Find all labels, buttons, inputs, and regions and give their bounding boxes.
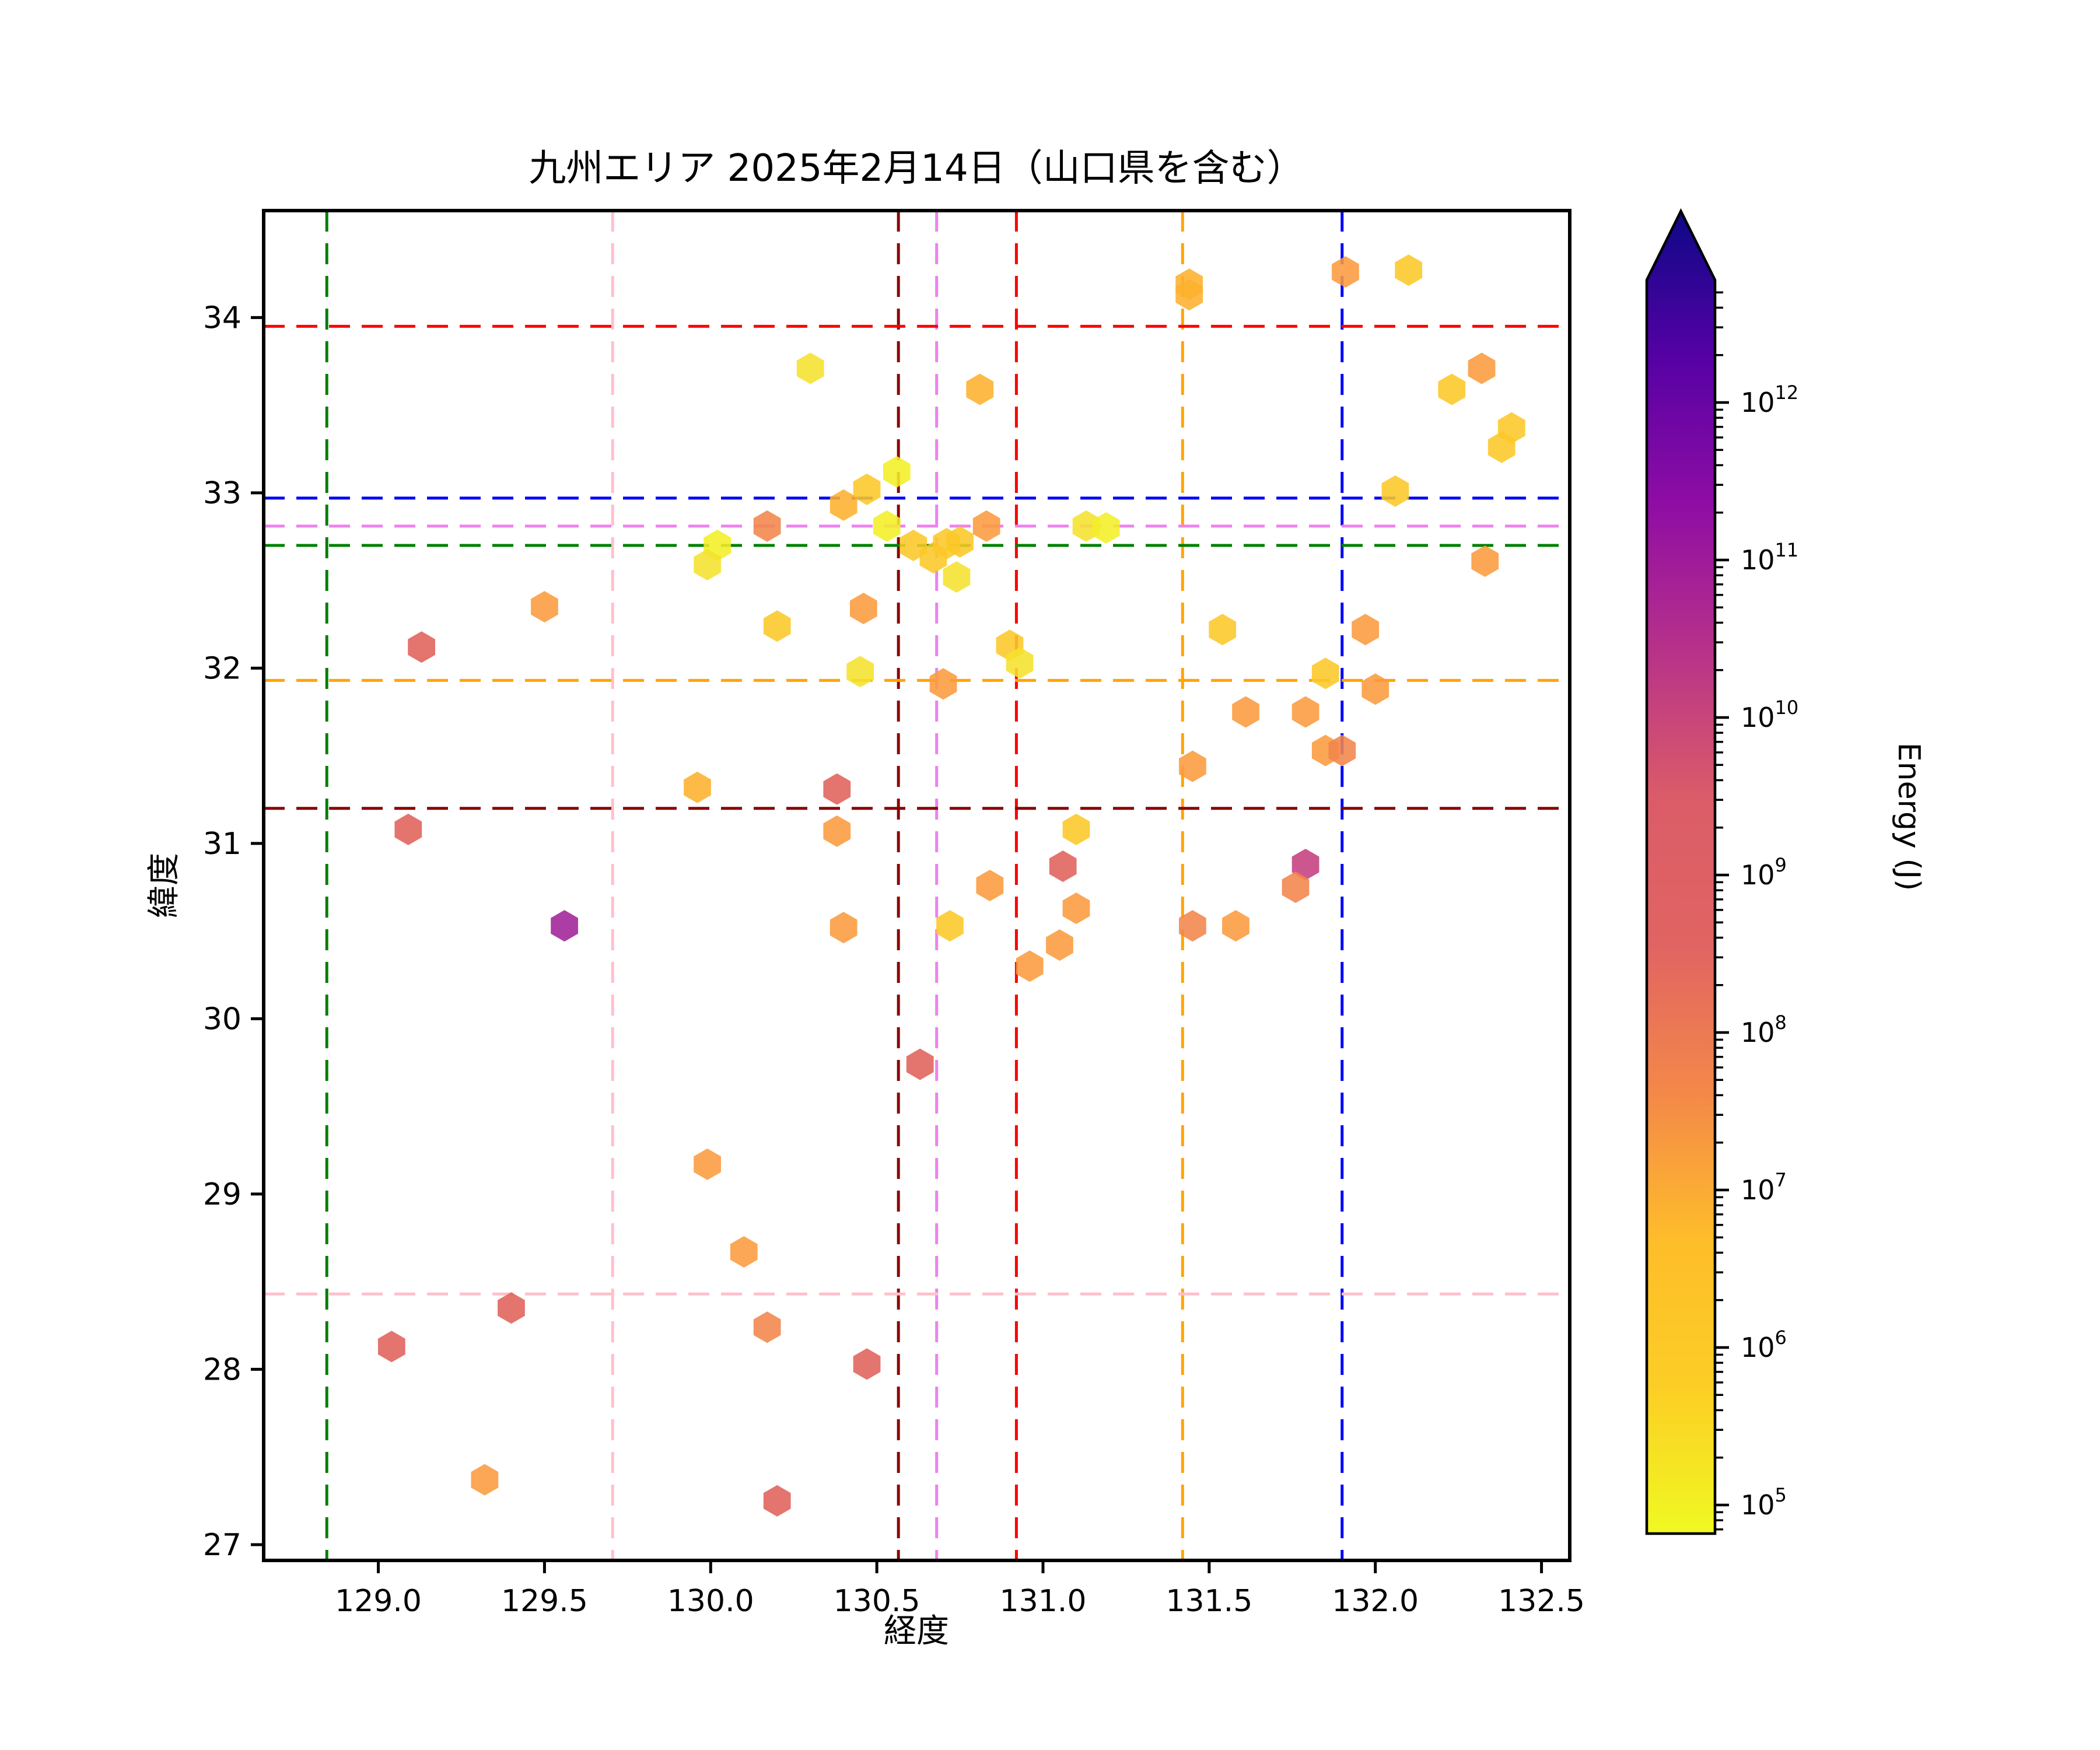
data-point: [471, 1464, 499, 1496]
data-point: [1209, 614, 1237, 646]
y-axis-label: 緯度: [145, 853, 183, 918]
plot-area: [262, 209, 1572, 1562]
data-point: [1175, 279, 1203, 311]
data-point: [830, 489, 858, 521]
data-point: [753, 1311, 781, 1343]
data-point: [1178, 910, 1206, 942]
data-point: [849, 593, 877, 625]
data-point: [763, 1485, 791, 1517]
data-point: [1062, 813, 1090, 845]
data-point: [1046, 929, 1073, 961]
data-point: [830, 912, 858, 944]
data-point: [796, 352, 824, 384]
colorbar-label: Energy (J): [1891, 743, 1926, 891]
chart-title: 九州エリア 2025年2月14日（山口県を含む）: [528, 147, 1304, 190]
data-point: [1352, 614, 1380, 646]
y-tick-label: 31: [203, 827, 242, 862]
y-tick-label: 33: [203, 476, 242, 511]
y-tick-label: 29: [203, 1177, 242, 1212]
y-tick-label: 30: [203, 1002, 242, 1037]
data-point: [883, 456, 911, 488]
data-point: [919, 542, 947, 574]
data-point: [1328, 734, 1356, 766]
data-point: [551, 910, 578, 942]
data-point: [730, 1236, 758, 1268]
data-point: [823, 815, 851, 847]
data-point: [976, 870, 1004, 901]
colorbar-tick-label: 1010: [1741, 696, 1798, 733]
data-point: [1178, 750, 1206, 782]
x-tick-label: 132.0: [1332, 1584, 1419, 1619]
data-point: [929, 668, 957, 700]
data-point: [394, 813, 422, 845]
data-point: [1438, 373, 1466, 405]
colorbar: [1645, 208, 1717, 1535]
colorbar-tick-label: 1011: [1741, 539, 1798, 576]
data-point: [823, 773, 851, 805]
data-point: [684, 771, 711, 803]
data-point: [1471, 545, 1499, 578]
data-point: [873, 510, 901, 542]
data-point: [1282, 872, 1310, 904]
data-point: [946, 526, 974, 558]
x-tick-label: 132.5: [1498, 1584, 1585, 1619]
data-point: [377, 1331, 405, 1363]
plot-generated: 129.0 129.5 130.0 130.5 131.0 131.5 132.0 132.5…: [203, 208, 1798, 1619]
colorbar-tick-label: 107: [1741, 1169, 1787, 1206]
x-tick-label: 130.0: [667, 1584, 754, 1619]
data-point: [1232, 696, 1259, 728]
colorbar-tick-label: 1012: [1741, 382, 1798, 418]
data-point: [906, 1048, 934, 1080]
data-point: [1016, 950, 1044, 982]
data-point: [846, 656, 874, 688]
colorbar-tick-label: 108: [1741, 1012, 1787, 1048]
y-tick-label: 32: [203, 651, 242, 686]
data-point: [1092, 512, 1120, 544]
x-tick-label: 129.5: [501, 1584, 588, 1619]
data-point: [1362, 673, 1390, 705]
data-point: [498, 1292, 525, 1324]
colorbar-tick-label: 105: [1741, 1484, 1787, 1521]
data-point: [966, 373, 994, 405]
data-point: [1381, 475, 1409, 507]
data-point: [1468, 352, 1496, 384]
data-point: [753, 510, 781, 542]
y-tick-label: 27: [203, 1528, 242, 1563]
colorbar-tick-label: 109: [1741, 854, 1787, 891]
data-point: [694, 1148, 721, 1180]
data-point: [1332, 256, 1359, 288]
colorbar-tick-label: 106: [1741, 1326, 1787, 1363]
data-point: [1311, 657, 1339, 690]
data-point: [1488, 431, 1516, 463]
data-point: [972, 510, 1000, 542]
x-tick-label: 131.0: [1000, 1584, 1087, 1619]
data-point: [1395, 254, 1423, 286]
data-point: [936, 910, 964, 942]
data-point: [1049, 850, 1077, 882]
x-tick-label: 129.0: [335, 1584, 422, 1619]
data-point: [1292, 848, 1320, 880]
data-point: [1062, 892, 1090, 925]
data-point: [1292, 696, 1320, 728]
x-axis-label: 経度: [884, 1612, 949, 1650]
data-point: [408, 631, 435, 663]
data-point: [1222, 910, 1250, 942]
data-point: [763, 610, 791, 642]
y-tick-label: 34: [203, 300, 242, 335]
y-tick-label: 28: [203, 1352, 242, 1387]
x-tick-label: 130.5: [834, 1584, 921, 1619]
data-point: [853, 473, 881, 505]
data-point: [943, 561, 971, 593]
data-point: [1006, 647, 1034, 679]
data-point: [694, 549, 721, 581]
x-tick-label: 131.5: [1166, 1584, 1252, 1619]
data-point: [853, 1348, 881, 1380]
data-point: [531, 591, 558, 623]
